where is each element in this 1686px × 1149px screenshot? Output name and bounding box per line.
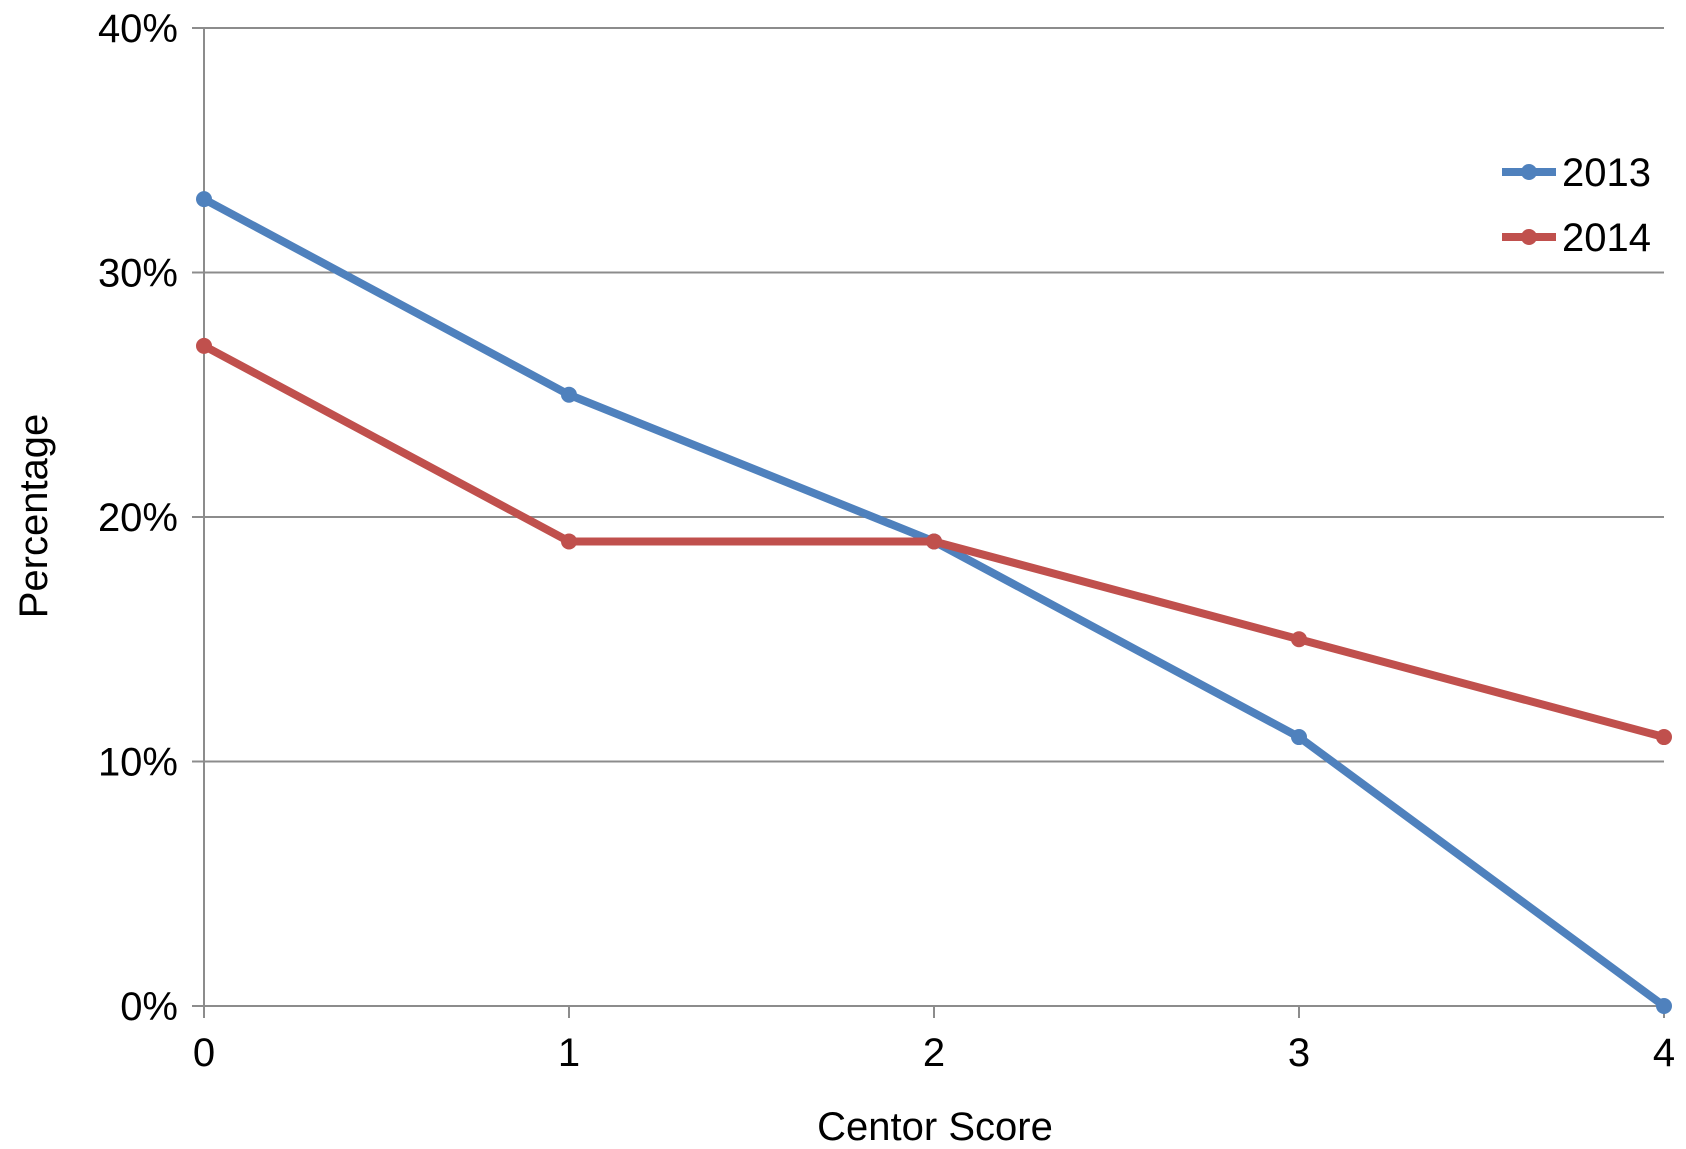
legend: 2013 2014 [1502, 151, 1651, 260]
axes [192, 27, 1665, 1018]
series-2013 [196, 191, 1672, 1014]
data-point-2014 [561, 533, 577, 550]
y-tick-label: 0% [120, 985, 178, 1029]
data-point-2013 [1656, 998, 1672, 1014]
y-tick-label: 20% [98, 496, 178, 540]
y-tick-label: 30% [98, 252, 178, 296]
data-point-2014 [1656, 729, 1672, 746]
data-point-2014 [926, 533, 942, 550]
data-point-2013 [1291, 729, 1307, 746]
gridlines [204, 27, 1664, 763]
x-tick-label: 2 [923, 1031, 945, 1075]
x-tick-label: 1 [558, 1031, 580, 1075]
y-tick-label: 40% [98, 7, 178, 51]
data-point-2013 [561, 386, 577, 403]
series-2014 [196, 337, 1672, 746]
legend-marker [1521, 164, 1537, 180]
legend-label: 2014 [1562, 216, 1651, 260]
x-tick-label: 4 [1653, 1031, 1675, 1075]
legend-entry-2014: 2014 [1502, 216, 1651, 260]
legend-label: 2013 [1562, 151, 1651, 195]
y-tick-label: 10% [98, 741, 178, 785]
data-series [196, 191, 1672, 1014]
series-line-2013 [200, 195, 1668, 1010]
y-axis-title: Percentage [12, 414, 56, 619]
legend-marker [1521, 229, 1537, 245]
data-point-2014 [196, 337, 212, 354]
x-axis-title: Centor Score [817, 1105, 1053, 1144]
legend-entry-2013: 2013 [1502, 151, 1651, 195]
data-point-2014 [1291, 631, 1307, 648]
x-tick-label: 3 [1288, 1031, 1310, 1075]
x-tick-label: 0 [193, 1031, 215, 1075]
tick-labels: 0% 10% 20% 30% 40% 0 1 2 3 4 [98, 7, 1675, 1075]
data-point-2013 [196, 191, 212, 208]
